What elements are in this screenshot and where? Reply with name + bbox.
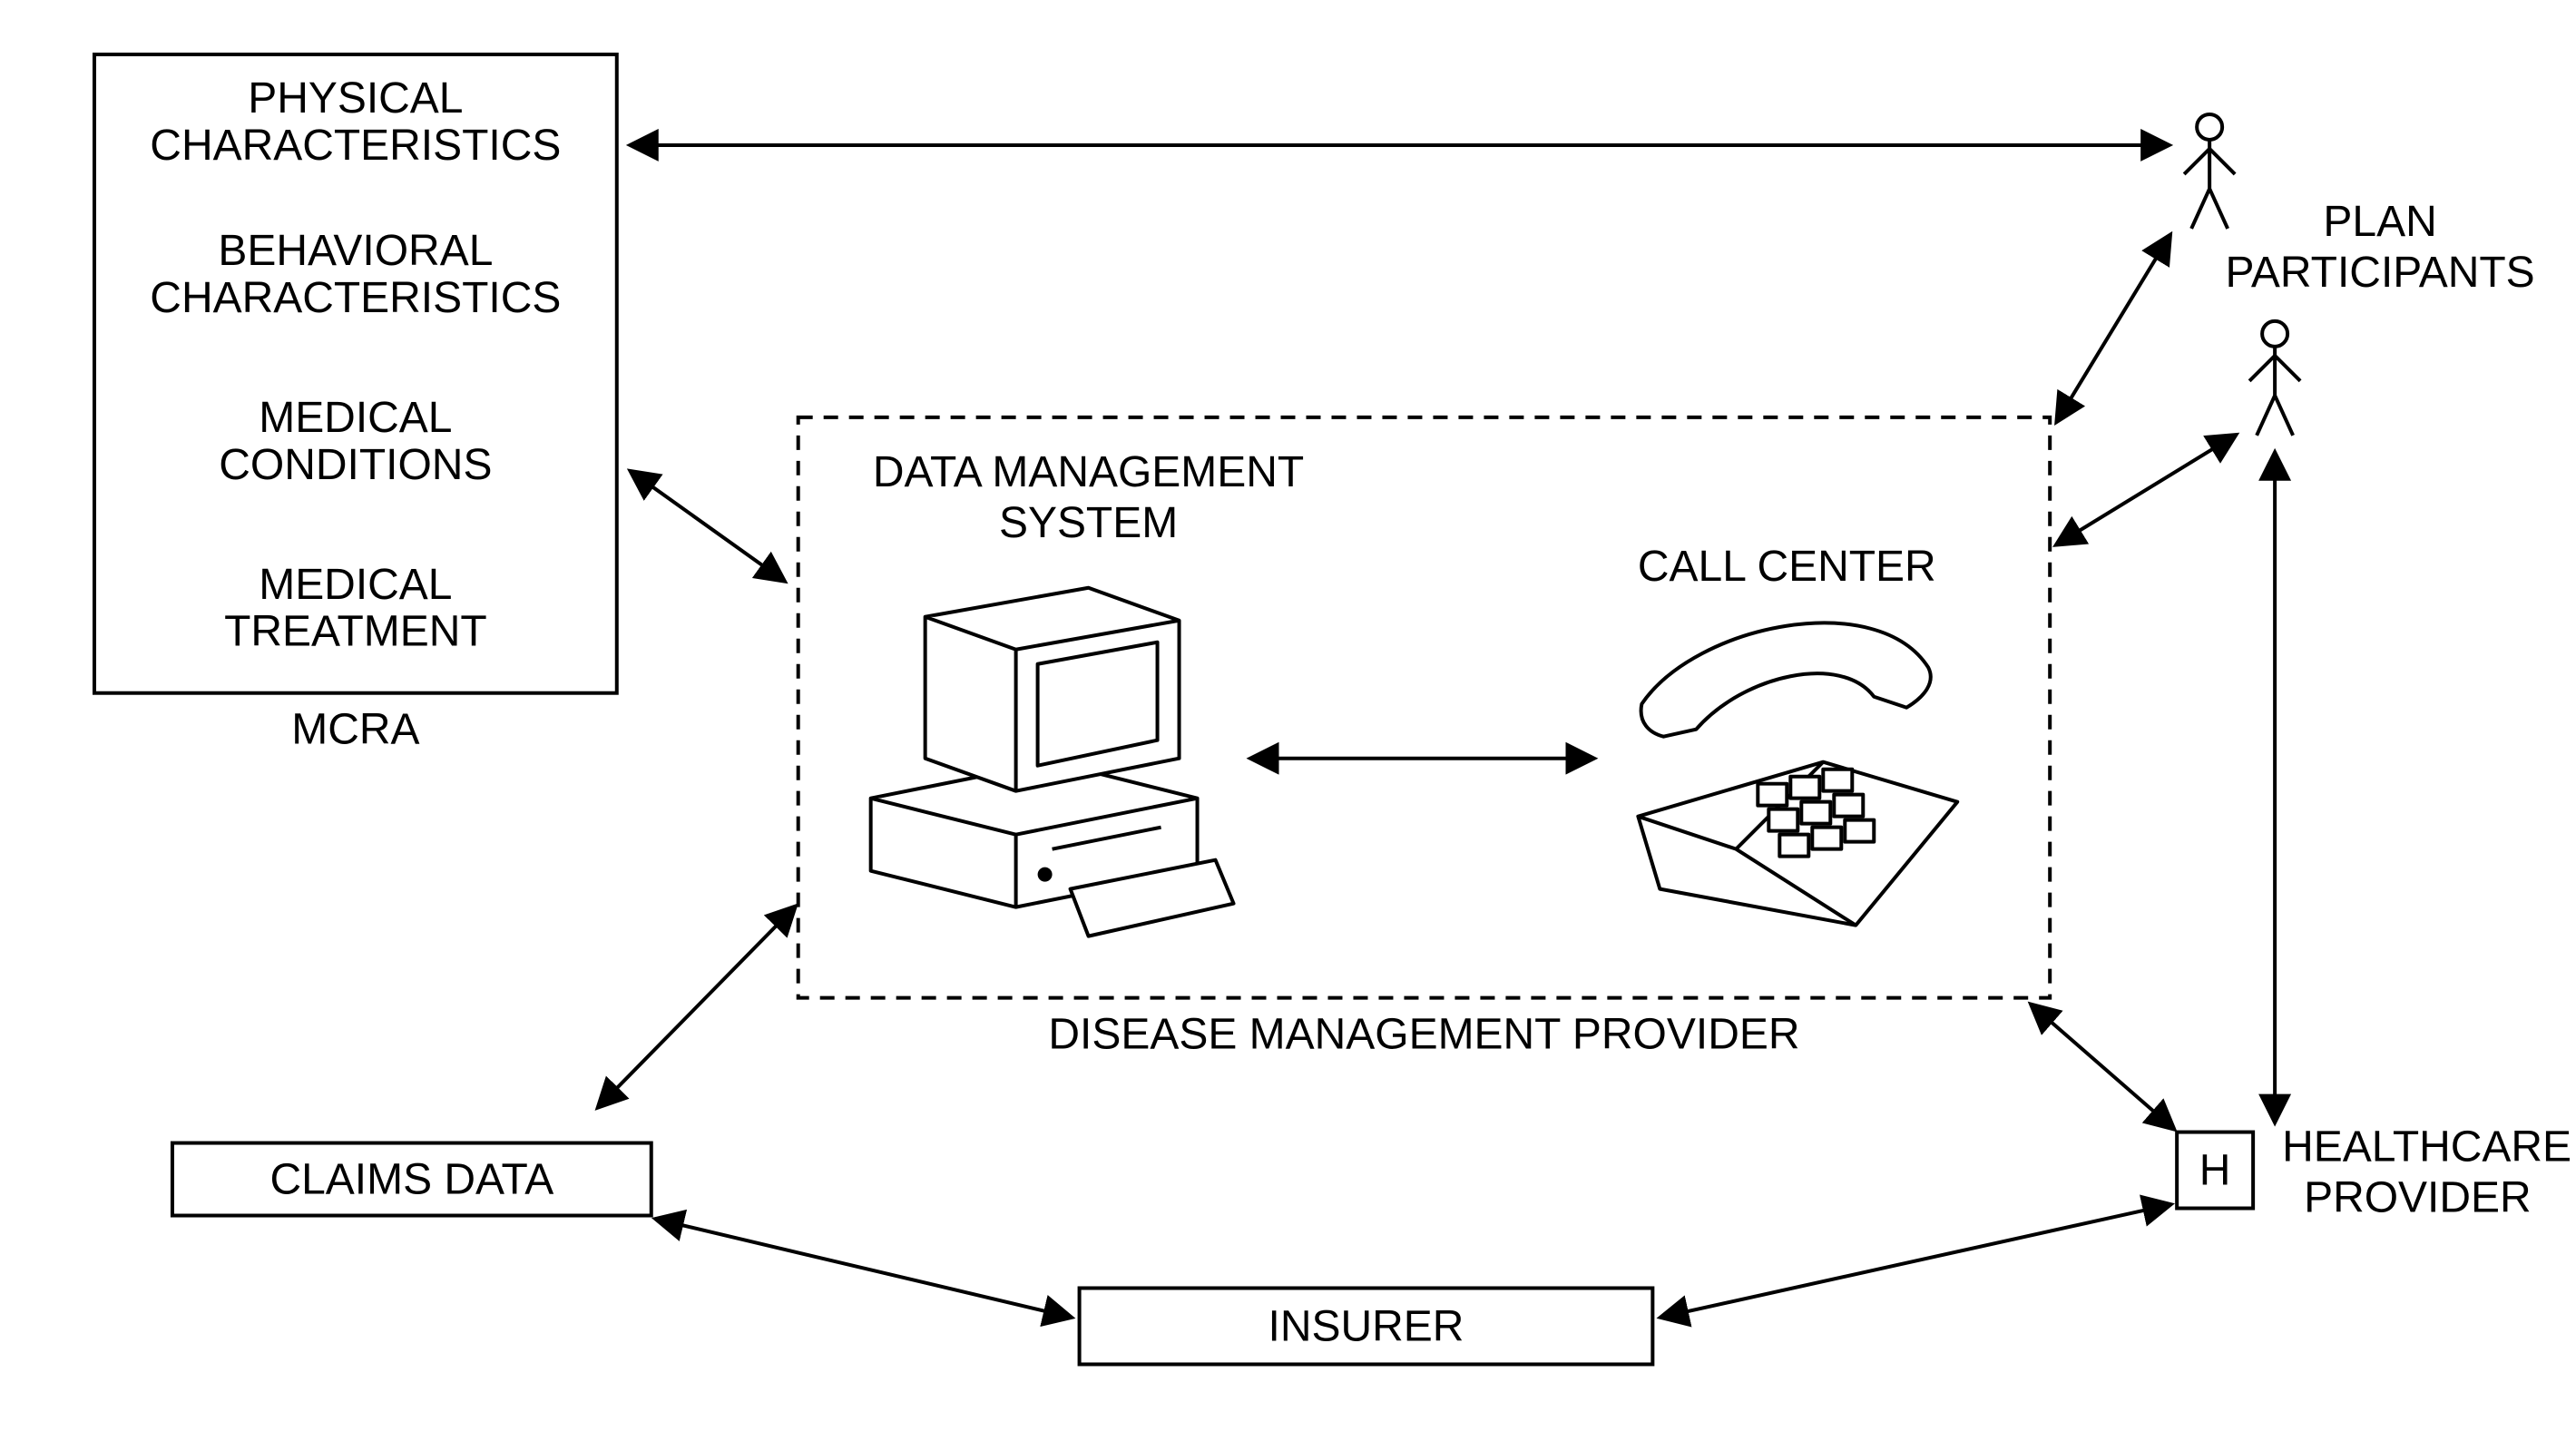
arrow-dmp-person-a	[2057, 236, 2170, 421]
arrow-dmp-health	[2032, 1005, 2173, 1129]
arrow-ins-health	[1661, 1205, 2170, 1318]
person-icon-2	[2249, 321, 2300, 436]
dms-label-2: SYSTEM	[999, 499, 1178, 547]
mcra-l4: BEHAVIORAL	[218, 227, 493, 275]
plan-l2: PARTICIPANTS	[2225, 249, 2534, 297]
insurer-box: INSURER	[1080, 1288, 1653, 1364]
disease-management-diagram: PHYSICAL CHARACTERISTICS BEHAVIORAL CHAR…	[0, 0, 2576, 1451]
mcra-caption: MCRA	[291, 706, 419, 754]
call-label: CALL CENTER	[1638, 543, 1936, 591]
mcra-box: PHYSICAL CHARACTERISTICS BEHAVIORAL CHAR…	[94, 54, 617, 754]
mcra-l7: MEDICAL	[259, 394, 452, 442]
arrow-dmp-person-b	[2057, 436, 2235, 544]
mcra-l11: TREATMENT	[224, 608, 487, 656]
arrows	[599, 145, 2275, 1318]
insurer-label: INSURER	[1268, 1302, 1464, 1350]
mcra-l2: CHARACTERISTICS	[150, 122, 561, 170]
arrow-mcra-dmp	[632, 472, 784, 581]
healthcare-box: H HEALTHCARE PROVIDER	[2177, 1123, 2571, 1222]
dmp-box: DISEASE MANAGEMENT PROVIDER DATA MANAGEM…	[798, 417, 2051, 1059]
plan-l1: PLAN	[2323, 198, 2436, 246]
mcra-l10: MEDICAL	[259, 561, 452, 609]
healthcare-letter: H	[2199, 1147, 2231, 1195]
dms-label-1: DATA MANAGEMENT	[873, 448, 1304, 496]
mcra-l8: CONDITIONS	[219, 441, 492, 489]
mcra-l5: CHARACTERISTICS	[150, 274, 561, 322]
dmp-caption: DISEASE MANAGEMENT PROVIDER	[1048, 1011, 1799, 1059]
phone-icon	[1638, 623, 1957, 925]
claims-box: CLAIMS DATA	[172, 1143, 651, 1216]
claims-label: CLAIMS DATA	[269, 1156, 553, 1204]
mcra-l1: PHYSICAL	[248, 74, 463, 123]
healthcare-l1: HEALTHCARE	[2282, 1123, 2571, 1172]
plan-participants: PLAN PARTICIPANTS	[2184, 114, 2535, 436]
arrow-claims-ins	[657, 1220, 1071, 1318]
person-icon-1	[2184, 114, 2235, 229]
healthcare-l2: PROVIDER	[2304, 1174, 2532, 1222]
arrow-dmp-claims	[599, 907, 795, 1107]
computer-icon	[871, 588, 1234, 936]
